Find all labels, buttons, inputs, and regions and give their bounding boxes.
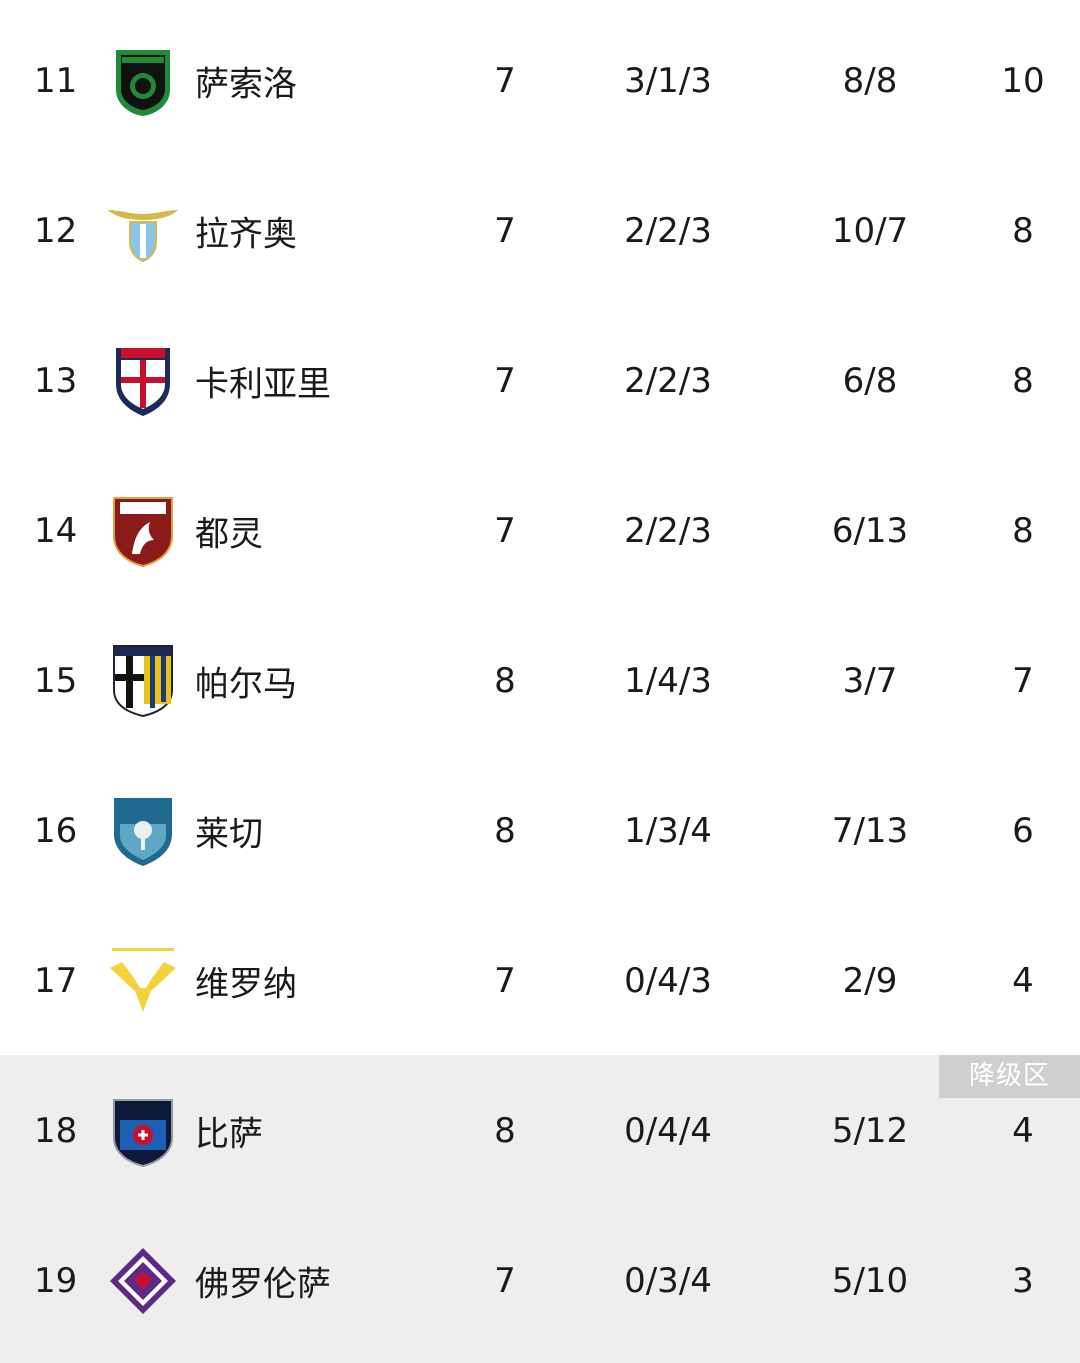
points: 7 [1012, 661, 1034, 701]
team-name: 拉齐奥 [195, 214, 297, 255]
win-draw-loss: 0/4/4 [624, 1111, 712, 1151]
goals-for-against: 6/8 [842, 361, 898, 401]
table-row[interactable]: 16 莱切 8 1/3/4 7/13 6 [0, 756, 1080, 906]
points: 6 [1012, 811, 1034, 851]
team-name: 卡利亚里 [195, 364, 331, 405]
table-row[interactable]: 13 卡利亚里 7 2/2/3 6/8 8 [0, 306, 1080, 456]
team-name: 维罗纳 [195, 964, 297, 1005]
team-name: 帕尔马 [195, 664, 297, 705]
win-draw-loss: 2/2/3 [624, 511, 712, 551]
torino-logo-icon [106, 494, 180, 568]
table-row[interactable]: 19 佛罗伦萨 7 0/3/4 5/10 3 [0, 1206, 1080, 1356]
goals-for-against: 5/10 [831, 1261, 909, 1301]
matches-played: 8 [494, 1111, 516, 1151]
team-name: 萨索洛 [195, 64, 297, 105]
win-draw-loss: 2/2/3 [624, 361, 712, 401]
table-row[interactable]: 17 维罗纳 7 0/4/3 2/9 4 [0, 906, 1080, 1056]
team-rank: 14 [34, 511, 78, 551]
table-row[interactable]: 18 比萨 8 0/4/4 5/12 4 [0, 1056, 1080, 1206]
goals-for-against: 3/7 [842, 661, 898, 701]
team-name: 莱切 [195, 814, 263, 855]
parma-logo-icon [106, 644, 180, 718]
matches-played: 7 [494, 1261, 516, 1301]
goals-for-against: 2/9 [842, 961, 898, 1001]
win-draw-loss: 0/4/3 [624, 961, 712, 1001]
goals-for-against: 6/13 [831, 511, 909, 551]
win-draw-loss: 2/2/3 [624, 211, 712, 251]
goals-for-against: 8/8 [842, 61, 898, 101]
verona-logo-icon [106, 944, 180, 1018]
cagliari-logo-icon [106, 344, 180, 418]
table-row[interactable]: 15 帕尔马 8 1/4/3 3/7 7 [0, 606, 1080, 756]
fiorentina-logo-icon [106, 1244, 180, 1318]
team-rank: 13 [34, 361, 78, 401]
matches-played: 7 [494, 61, 516, 101]
matches-played: 8 [494, 661, 516, 701]
team-name: 比萨 [195, 1114, 263, 1155]
team-name: 都灵 [195, 514, 263, 555]
points: 10 [1001, 61, 1045, 101]
sassuolo-logo-icon [106, 44, 180, 118]
team-rank: 19 [34, 1261, 78, 1301]
points: 8 [1012, 511, 1034, 551]
win-draw-loss: 1/3/4 [624, 811, 712, 851]
points: 4 [1012, 961, 1034, 1001]
matches-played: 7 [494, 961, 516, 1001]
goals-for-against: 5/12 [831, 1111, 909, 1151]
team-rank: 15 [34, 661, 78, 701]
matches-played: 7 [494, 511, 516, 551]
lecce-logo-icon [106, 794, 180, 868]
relegation-zone [0, 1055, 1080, 1363]
points: 4 [1012, 1111, 1034, 1151]
points: 3 [1012, 1261, 1034, 1301]
goals-for-against: 10/7 [831, 211, 909, 251]
team-rank: 12 [34, 211, 78, 251]
team-rank: 18 [34, 1111, 78, 1151]
win-draw-loss: 0/3/4 [624, 1261, 712, 1301]
matches-played: 7 [494, 361, 516, 401]
points: 8 [1012, 211, 1034, 251]
table-row[interactable]: 11 萨索洛 7 3/1/3 8/8 10 [0, 6, 1080, 156]
team-rank: 16 [34, 811, 78, 851]
win-draw-loss: 3/1/3 [624, 61, 712, 101]
team-rank: 17 [34, 961, 78, 1001]
lazio-logo-icon [106, 194, 180, 268]
matches-played: 8 [494, 811, 516, 851]
table-row[interactable]: 12 拉齐奥 7 2/2/3 10/7 8 [0, 156, 1080, 306]
matches-played: 7 [494, 211, 516, 251]
team-rank: 11 [34, 61, 78, 101]
points: 8 [1012, 361, 1034, 401]
goals-for-against: 7/13 [831, 811, 909, 851]
table-row[interactable]: 14 都灵 7 2/2/3 6/13 8 [0, 456, 1080, 606]
relegation-zone-badge: 降级区 [939, 1055, 1080, 1098]
win-draw-loss: 1/4/3 [624, 661, 712, 701]
team-name: 佛罗伦萨 [195, 1264, 331, 1305]
pisa-logo-icon [106, 1094, 180, 1168]
